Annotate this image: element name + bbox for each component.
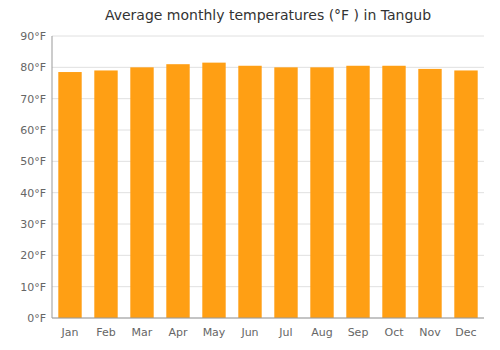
bar bbox=[274, 67, 297, 318]
y-tick-label: 20°F bbox=[20, 249, 46, 262]
grid-line bbox=[52, 67, 484, 68]
x-tick-label: Mar bbox=[132, 326, 153, 339]
x-tick-label: Sep bbox=[348, 326, 369, 339]
y-tick-label: 70°F bbox=[20, 93, 46, 106]
x-tick-label: Dec bbox=[455, 326, 476, 339]
bars bbox=[58, 63, 477, 318]
y-tick-label: 0°F bbox=[27, 312, 46, 325]
y-tick-label: 40°F bbox=[20, 187, 46, 200]
y-tick-label: 80°F bbox=[20, 61, 46, 74]
bar bbox=[310, 67, 333, 318]
y-tick-label: 30°F bbox=[20, 218, 46, 231]
title: Average monthly temperatures (°F ) in Ta… bbox=[105, 7, 431, 23]
y-axis-line bbox=[52, 36, 53, 318]
chart-root: Average monthly temperatures (°F ) in Ta… bbox=[0, 0, 500, 350]
bar bbox=[94, 70, 117, 318]
x-tick-label: Feb bbox=[96, 326, 115, 339]
bar bbox=[202, 63, 225, 318]
y-tick-label: 60°F bbox=[20, 124, 46, 137]
x-axis-line bbox=[52, 318, 484, 319]
bar bbox=[382, 66, 405, 318]
grid-line bbox=[52, 318, 484, 319]
y-grid bbox=[52, 36, 484, 318]
y-tick-label: 50°F bbox=[20, 155, 46, 168]
bar bbox=[454, 70, 477, 318]
x-tick-label: Jan bbox=[61, 326, 79, 339]
grid-line bbox=[52, 36, 484, 37]
x-tick-label: Oct bbox=[384, 326, 404, 339]
bar bbox=[166, 64, 189, 318]
bar bbox=[418, 69, 441, 318]
bar bbox=[130, 67, 153, 318]
chart: Average monthly temperatures (°F ) in Ta… bbox=[0, 0, 500, 350]
y-tick-label: 10°F bbox=[20, 281, 46, 294]
y-tick-label: 90°F bbox=[20, 30, 46, 43]
x-tick-label: Nov bbox=[419, 326, 441, 339]
bar bbox=[238, 66, 261, 318]
x-tick-label: May bbox=[203, 326, 226, 339]
bar bbox=[346, 66, 369, 318]
x-tick-label: Jul bbox=[278, 326, 292, 339]
x-tick-label: Jun bbox=[240, 326, 258, 339]
x-tick-label: Aug bbox=[311, 326, 332, 339]
bar bbox=[58, 72, 81, 318]
x-tick-label: Apr bbox=[168, 326, 188, 339]
